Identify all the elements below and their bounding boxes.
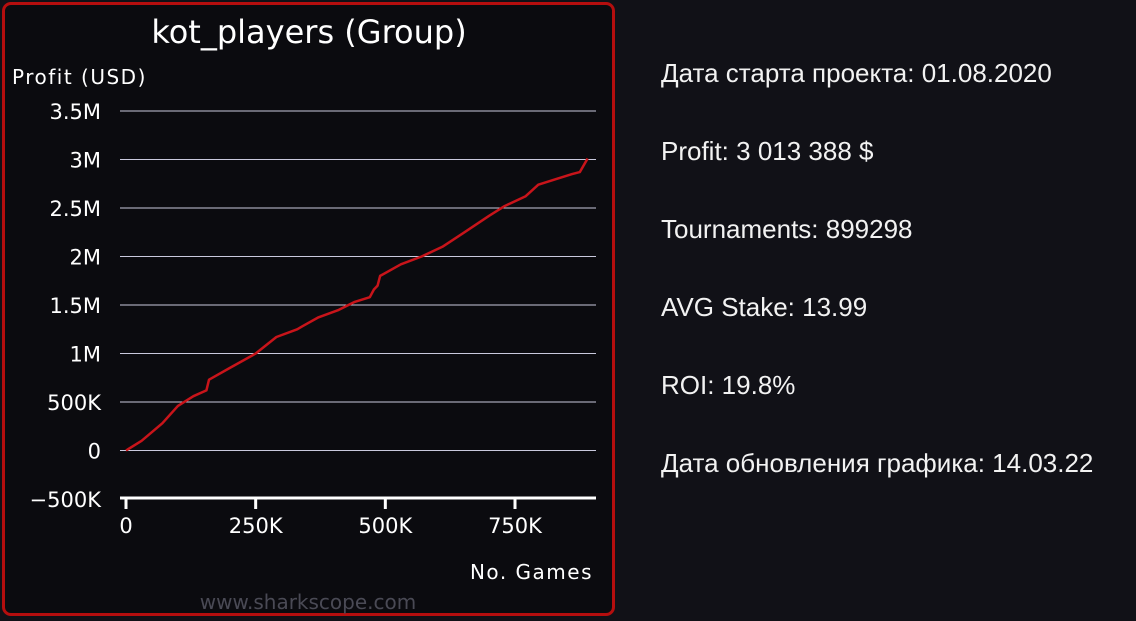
y-tick-label: 1.5M <box>49 294 101 318</box>
y-tick-label: 1M <box>70 343 101 367</box>
chart-panel <box>2 2 615 616</box>
y-tick-label: 0 <box>88 440 101 464</box>
watermark: www.sharkscope.com <box>200 590 416 614</box>
chart-title: kot_players (Group) <box>151 13 466 51</box>
y-tick-label: 3.5M <box>49 100 101 124</box>
stat-profit: Profit: 3 013 388 $ <box>661 136 874 166</box>
x-tick-label: 500K <box>358 514 413 538</box>
profit-series-line <box>125 157 589 452</box>
stat-avg-stake: AVG Stake: 13.99 <box>661 292 868 322</box>
stat-tournaments: Tournaments: 899298 <box>661 214 913 244</box>
x-tick-label: 750K <box>488 514 543 538</box>
stat-start-date: Дата старта проекта: 01.08.2020 <box>661 58 1052 88</box>
x-tick-label: 250K <box>229 514 284 538</box>
x-tick-label: 0 <box>119 514 132 538</box>
y-tick-label: 3M <box>70 149 101 173</box>
y-tick-label: 2M <box>70 246 101 270</box>
stats-panel: Дата старта проекта: 01.08.2020 Profit: … <box>661 57 1093 525</box>
y-axis-label: Profit (USD) <box>12 65 147 89</box>
y-tick-label: −500K <box>30 488 103 512</box>
x-axis-label: No. Games <box>470 560 593 584</box>
stat-update-date: Дата обновления графика: 14.03.22 <box>661 448 1094 478</box>
y-tick-label: 500K <box>47 391 102 415</box>
stat-roi: ROI: 19.8% <box>661 370 796 400</box>
y-tick-label: 2.5M <box>49 197 101 221</box>
